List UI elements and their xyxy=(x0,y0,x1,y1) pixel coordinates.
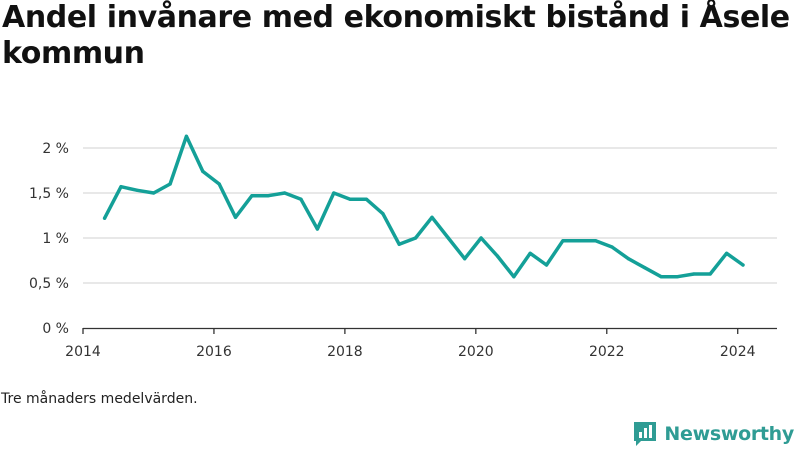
line-chart: 0 % 0,5 % 1 % 1,5 % 2 % 2014 2016 2018 2020 2022… xyxy=(29,134,777,360)
chart-title: Andel invånare med ekonomiskt bistånd i … xyxy=(2,0,790,71)
data-point xyxy=(184,134,189,138)
data-point xyxy=(446,236,450,240)
series-line xyxy=(102,134,745,279)
data-point xyxy=(724,251,729,255)
data-point xyxy=(741,263,745,267)
data-point xyxy=(266,194,270,198)
data-point xyxy=(643,266,647,270)
y-axis-ticks: 0 % 0,5 % 1 % 1,5 % 2 % xyxy=(29,141,69,337)
y-tick-label: 1,5 % xyxy=(29,186,69,202)
data-point xyxy=(544,263,549,267)
data-point xyxy=(479,236,483,240)
data-point xyxy=(103,216,107,220)
data-point xyxy=(626,257,630,261)
newsworthy-logo-icon xyxy=(634,422,657,446)
x-tick-label: 2018 xyxy=(327,344,363,360)
data-point xyxy=(430,215,434,219)
data-point xyxy=(168,182,172,186)
data-point xyxy=(201,169,205,173)
data-point xyxy=(348,197,352,201)
y-tick-label: 0 % xyxy=(42,321,69,337)
data-point xyxy=(659,275,663,279)
brand-name: Newsworthy xyxy=(664,423,794,445)
data-point xyxy=(413,236,418,240)
data-point xyxy=(332,191,336,195)
data-point xyxy=(364,197,369,201)
data-point xyxy=(512,275,516,279)
data-point xyxy=(135,188,139,192)
x-tick-label: 2020 xyxy=(458,344,494,360)
x-axis-ticks: 2014 2016 2018 2020 2022 2024 xyxy=(65,328,756,360)
x-tick-label: 2022 xyxy=(589,344,625,360)
y-tick-label: 2 % xyxy=(42,141,69,157)
footnote: Tre månaders medelvärden. xyxy=(1,391,198,407)
data-point xyxy=(692,272,696,276)
data-point xyxy=(152,191,156,195)
data-point xyxy=(381,212,385,216)
y-tick-label: 1 % xyxy=(42,231,69,247)
series-layer xyxy=(102,134,745,279)
data-point xyxy=(119,185,123,189)
grid-lines xyxy=(83,147,777,284)
brand-logo[interactable]: Newsworthy xyxy=(632,420,794,448)
data-point xyxy=(594,239,598,243)
data-point xyxy=(250,194,254,198)
data-point xyxy=(299,197,303,201)
data-point xyxy=(675,275,680,279)
data-point xyxy=(217,182,221,186)
x-tick-label: 2024 xyxy=(720,344,756,360)
x-tick-label: 2016 xyxy=(196,344,232,360)
data-point xyxy=(495,254,500,258)
y-tick-label: 0,5 % xyxy=(29,276,69,292)
x-tick-label: 2014 xyxy=(65,344,101,360)
data-point xyxy=(315,227,319,231)
data-point xyxy=(610,245,614,249)
data-point xyxy=(528,251,532,255)
data-point xyxy=(233,215,238,219)
data-point xyxy=(397,242,401,246)
data-point xyxy=(463,257,467,261)
data-point xyxy=(283,191,287,195)
data-point xyxy=(708,272,712,276)
data-point xyxy=(561,239,565,243)
data-point xyxy=(577,239,581,243)
